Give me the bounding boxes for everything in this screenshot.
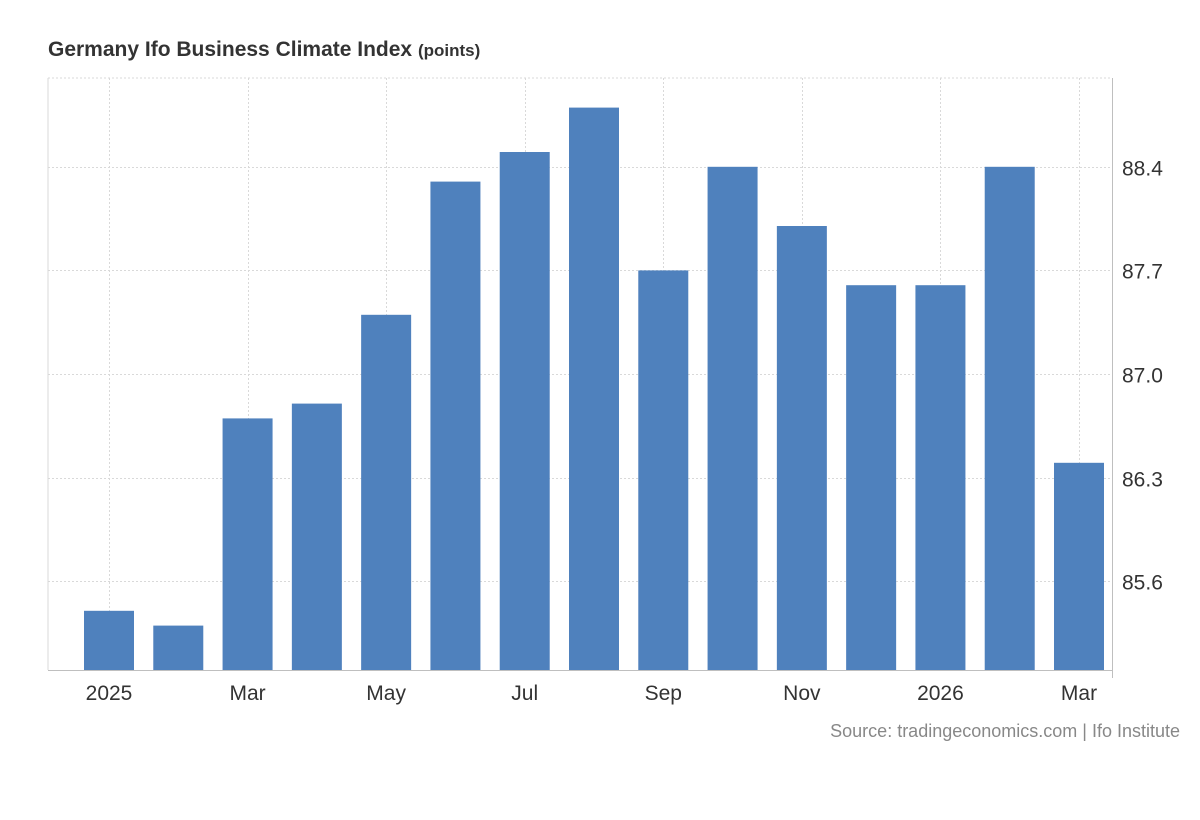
y-tick-label: 87.7 [1122,261,1163,284]
x-tick-label: Sep [645,682,682,705]
bar [153,625,204,670]
bar [499,152,550,670]
chart-title-text: Germany Ifo Business Climate Index [48,38,413,61]
y-tick-label: 87.0 [1122,365,1163,388]
x-tick-label: May [366,682,406,705]
x-tick-label: 2025 [86,682,133,705]
bar [1054,462,1104,670]
tick-labels: 85.6 86.3 87.0 87.7 88.4 2025 Mar May Jul Sep Nov 2… [86,158,1164,706]
bar [707,166,758,671]
bar [638,270,689,670]
bar [222,418,273,670]
y-tick-label: 88.4 [1122,158,1163,181]
bar [846,285,897,670]
chart-title: Germany Ifo Business Climate Index (poin… [48,38,480,62]
x-tick-label: Jul [511,682,538,705]
y-tick-label: 85.6 [1122,572,1163,595]
bar [84,610,134,670]
bars [84,107,1104,671]
chart-unit: (points) [417,41,481,60]
bar [984,166,1035,671]
axes [47,78,1113,678]
bar [291,403,342,670]
y-tick-label: 86.3 [1122,469,1163,492]
bar [569,107,619,671]
bar [915,285,966,670]
bar [776,226,827,670]
bar [361,314,412,670]
source-note: Source: tradingeconomics.com | Ifo Insti… [830,721,1180,741]
x-tick-label: Mar [229,682,265,705]
bar [430,181,481,670]
x-tick-label: Mar [1061,682,1097,705]
x-tick-label: 2026 [917,682,964,705]
x-tick-label: Nov [783,682,821,705]
